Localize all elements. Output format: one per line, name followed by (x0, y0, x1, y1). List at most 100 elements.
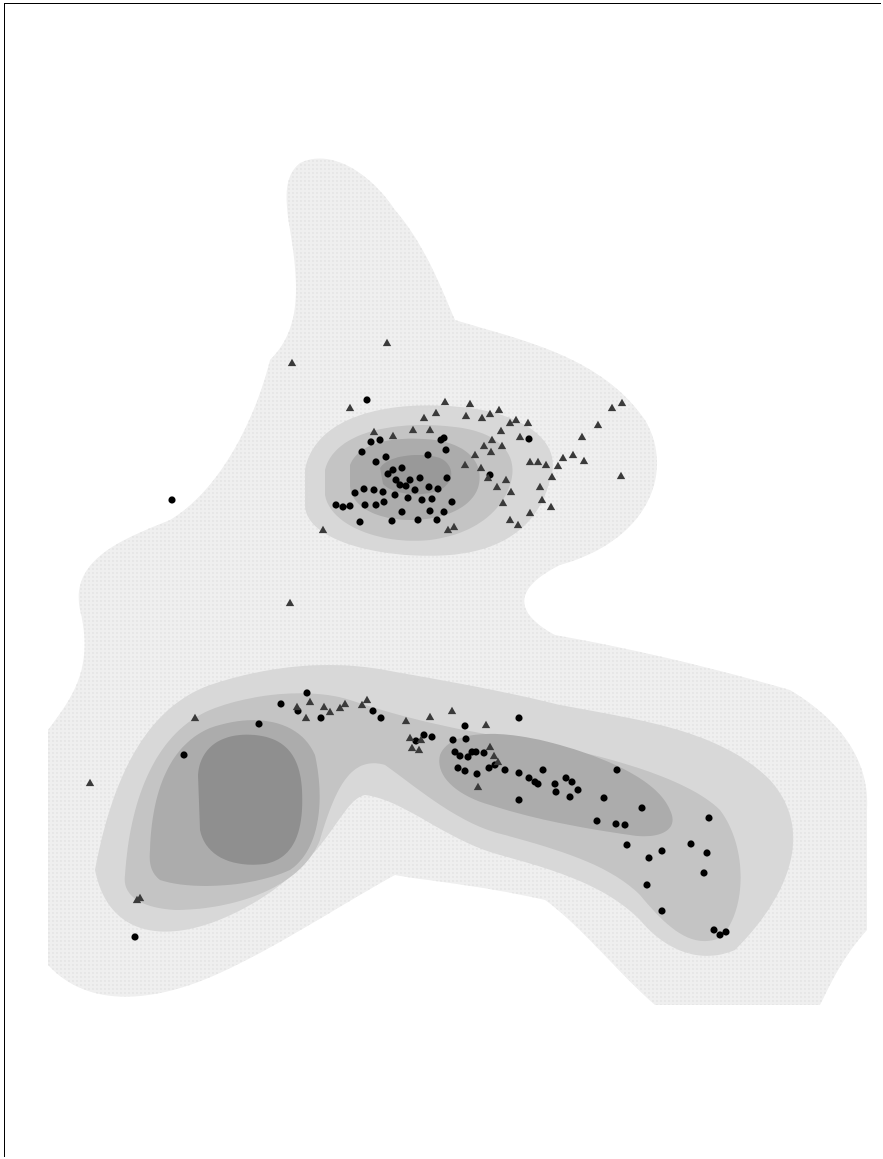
circle-point (705, 814, 713, 822)
contour-region-lower-5 (198, 734, 303, 865)
circle-point (376, 436, 384, 444)
circle-point (462, 735, 470, 743)
circle-point (356, 518, 364, 526)
triangle-point (473, 782, 483, 791)
triangle-point (414, 745, 424, 754)
circle-point (380, 498, 388, 506)
circle-point (621, 821, 629, 829)
circle-point (515, 714, 523, 722)
triangle-point (465, 399, 475, 408)
circle-point (363, 396, 371, 404)
circle-point (612, 820, 620, 828)
density-contours (48, 158, 868, 1006)
triangle-point (440, 397, 450, 406)
circle-point (372, 458, 380, 466)
triangle-point (501, 475, 511, 484)
circle-point (382, 453, 390, 461)
circle-point (131, 933, 139, 941)
circle-point (388, 517, 396, 525)
triangle-point (553, 461, 563, 470)
triangle-point (616, 471, 626, 480)
series-circles (131, 396, 730, 941)
triangle-point (511, 415, 521, 424)
triangle-point (388, 431, 398, 440)
triangle-point (607, 403, 617, 412)
circle-point (370, 486, 378, 494)
triangle-point (335, 703, 345, 712)
circle-point (414, 516, 422, 524)
circle-point (501, 766, 509, 774)
circle-point (384, 470, 392, 478)
circle-point (168, 496, 176, 504)
triangle-point (431, 408, 441, 417)
circle-point (402, 482, 410, 490)
circle-point (434, 485, 442, 493)
triangle-point (481, 720, 491, 729)
triangle-point (505, 418, 515, 427)
circle-point (562, 774, 570, 782)
triangle-point (447, 706, 457, 715)
data-points (85, 338, 730, 941)
circle-point (398, 508, 406, 516)
triangle-point (513, 520, 523, 529)
triangle-point (533, 457, 543, 466)
circle-point (426, 507, 434, 515)
circle-point (539, 766, 547, 774)
triangle-point (579, 456, 589, 465)
circle-point (534, 780, 542, 788)
circle-point (369, 707, 377, 715)
circle-point (391, 491, 399, 499)
triangle-point (483, 473, 493, 482)
circle-point (379, 488, 387, 496)
triangle-point (407, 743, 417, 752)
circle-point (472, 748, 480, 756)
circle-point (360, 485, 368, 493)
circle-point (180, 751, 188, 759)
triangle-point (318, 525, 328, 534)
circle-point (449, 736, 457, 744)
circle-point (440, 434, 448, 442)
triangle-point (325, 707, 335, 716)
circle-point (346, 502, 354, 510)
circle-point (552, 788, 560, 796)
circle-point (525, 435, 533, 443)
triangle-point (401, 716, 411, 725)
circle-point (515, 796, 523, 804)
circle-point (392, 476, 400, 484)
triangle-point (515, 432, 525, 441)
triangle-point (498, 498, 508, 507)
triangle-point (292, 702, 302, 711)
triangle-point (547, 472, 557, 481)
triangle-point (489, 751, 499, 760)
triangle-point (190, 713, 200, 722)
circle-point (600, 794, 608, 802)
triangle-point (479, 441, 489, 450)
circle-point (638, 804, 646, 812)
circle-point (687, 840, 695, 848)
circle-point (443, 474, 451, 482)
circle-point (658, 847, 666, 855)
triangle-point (485, 409, 495, 418)
circle-point (623, 841, 631, 849)
circle-point (351, 489, 359, 497)
circle-point (464, 753, 472, 761)
triangle-point (449, 522, 459, 531)
triangle-point (523, 418, 533, 427)
triangle-point (425, 712, 435, 721)
circle-point (317, 714, 325, 722)
triangle-point (135, 893, 145, 902)
triangle-point (476, 463, 486, 472)
circle-point (339, 503, 347, 511)
circle-point (428, 495, 436, 503)
triangle-point (558, 453, 568, 462)
circle-point (411, 486, 419, 494)
triangle-point (443, 525, 453, 534)
circle-point (645, 854, 653, 862)
circle-point (574, 786, 582, 794)
circle-point (473, 770, 481, 778)
circle-point (277, 700, 285, 708)
circle-point (703, 849, 711, 857)
triangle-point (419, 413, 429, 422)
triangle-point (461, 411, 471, 420)
